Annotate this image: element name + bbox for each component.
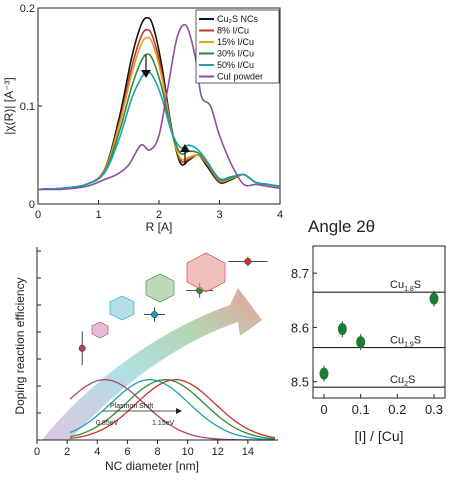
angle-panel: Angle 2θ Cu1.8S Cu1.9S Cu2S 0 0.1 0.2 0.3 8.5 8… xyxy=(291,217,446,444)
exafs-x-tick-label: 1 xyxy=(95,209,101,221)
exafs-x-tick-label: 4 xyxy=(277,209,283,221)
doping-y-label: Doping reaction efficiency xyxy=(13,277,27,414)
exafs-legend-label: 15% I/Cu xyxy=(217,37,254,47)
down-arrow xyxy=(141,55,151,78)
doping-x-tick-label: 8 xyxy=(154,446,160,458)
nanocrystal-large-icon xyxy=(145,273,175,303)
exafs-legend-label: Cu₂S NCs xyxy=(217,14,259,24)
angle-title: Angle 2θ xyxy=(308,217,375,236)
energy-right-label: 1.15eV xyxy=(152,420,175,427)
doping-x-tick-label: 6 xyxy=(124,446,130,458)
exafs-legend-label: 50% I/Cu xyxy=(217,60,254,70)
up-arrow xyxy=(180,144,190,165)
exafs-legend-label: CuI powder xyxy=(217,72,263,82)
doping-x-tick-label: 12 xyxy=(212,446,224,458)
doping-x-label: NC diameter [nm] xyxy=(105,459,199,473)
angle-point xyxy=(319,367,329,380)
exafs-y-tick-label: 0.1 xyxy=(20,101,35,113)
angle-frame xyxy=(312,245,446,399)
doping-panel: 0 2 4 6 8 10 12 14 Doping reaction efficiency N… xyxy=(13,247,278,473)
exafs-x-tick-label: 2 xyxy=(156,209,162,221)
angle-y-tick-label: 8.6 xyxy=(291,320,309,335)
exafs-series-line xyxy=(37,23,281,191)
trend-arrow xyxy=(42,288,262,440)
exafs-y-tick-label: 0.2 xyxy=(20,3,35,15)
energy-left-label: 0.85eV xyxy=(96,420,119,427)
nanocrystal-xlarge-icon xyxy=(186,252,226,293)
exafs-legend-label: 30% I/Cu xyxy=(217,49,254,59)
angle-x-tick-label: 0 xyxy=(320,402,327,417)
exafs-y-label: |χ(R)| [A⁻³] xyxy=(2,77,16,135)
angle-x-tick-label: 0.3 xyxy=(425,402,443,417)
angle-point xyxy=(356,336,366,349)
doping-x-tick-label: 14 xyxy=(242,446,254,458)
exafs-panel: 0 1 2 3 4 0 0.1 0.2 R [A] |χ(R)| [A⁻³] Cu₂S NCs… xyxy=(2,3,283,234)
exafs-x-label: R [A] xyxy=(146,220,173,234)
doping-x-tick-label: 10 xyxy=(182,446,194,458)
plasmon-shift-label: Plasmon Shift xyxy=(110,403,153,410)
exafs-legend-label: 8% I/Cu xyxy=(217,26,249,36)
angle-point xyxy=(337,323,347,336)
plasmon-curve xyxy=(69,379,276,441)
angle-point xyxy=(429,292,439,305)
angle-x-tick-label: 0.1 xyxy=(352,402,370,417)
exafs-x-tick-label: 0 xyxy=(35,209,41,221)
doping-x-tick-label: 4 xyxy=(94,446,100,458)
exafs-y-tick-label: 0 xyxy=(29,199,35,211)
angle-y-tick-label: 8.5 xyxy=(291,375,309,390)
angle-y-tick-label: 8.7 xyxy=(291,266,309,281)
reference-line-label: Cu1.8S xyxy=(390,279,421,293)
plasmon-shift-arrowhead xyxy=(176,408,182,414)
nanocrystal-medium-icon xyxy=(109,295,135,321)
angle-x-tick-label: 0.2 xyxy=(388,402,406,417)
exafs-series-line xyxy=(37,70,281,191)
plasmon-curve xyxy=(70,379,276,440)
reference-line-label: Cu2S xyxy=(390,374,415,388)
doping-point xyxy=(244,258,252,265)
exafs-legend xyxy=(195,9,280,84)
doping-x-tick-label: 0 xyxy=(34,446,40,458)
doping-point xyxy=(151,311,158,318)
doping-point xyxy=(78,344,86,352)
angle-x-label: [I] / [Cu] xyxy=(354,428,403,444)
plasmon-curve xyxy=(70,379,276,440)
doping-x-tick-label: 2 xyxy=(64,446,70,458)
nanocrystal-small-icon xyxy=(91,321,109,339)
exafs-x-tick-label: 3 xyxy=(216,209,222,221)
reference-line-label: Cu1.9S xyxy=(390,335,421,349)
